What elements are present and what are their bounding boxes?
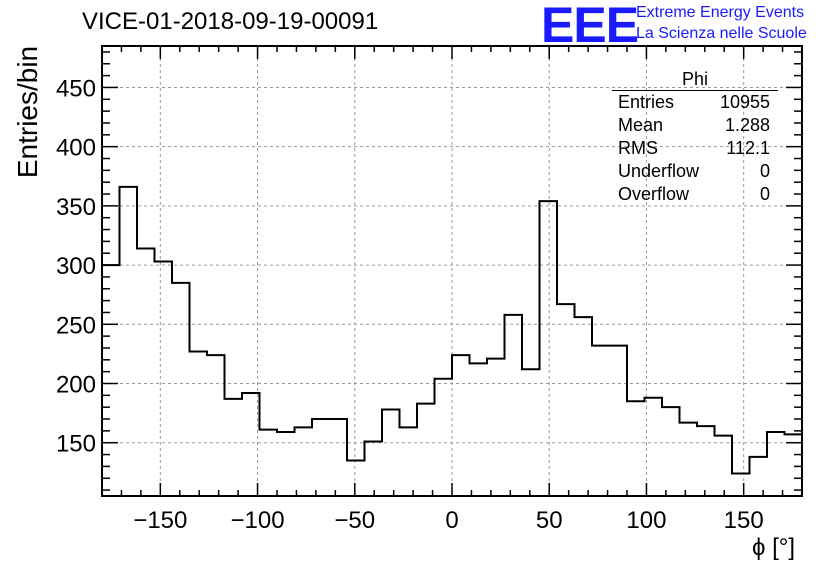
stats-value: 0 bbox=[759, 184, 770, 204]
histogram-bin bbox=[382, 410, 400, 496]
stats-key: Entries bbox=[618, 92, 675, 112]
histogram-outline bbox=[101, 185, 803, 496]
stats-row-underflow: Underflow 0 bbox=[612, 160, 778, 183]
histogram-bin bbox=[137, 249, 155, 497]
histogram-bin bbox=[312, 419, 330, 496]
histogram-bin bbox=[347, 460, 365, 496]
histogram-bin bbox=[225, 399, 243, 496]
stats-key: Mean bbox=[618, 115, 664, 135]
eee-logo: EEE bbox=[541, 0, 639, 53]
stats-value: 10955 bbox=[719, 92, 770, 112]
y-tick-label: 250 bbox=[56, 312, 96, 339]
x-tick-label: 50 bbox=[536, 507, 563, 534]
histogram-bin bbox=[522, 369, 540, 496]
histogram-bin bbox=[417, 404, 435, 496]
x-tick-label: −50 bbox=[334, 507, 375, 534]
y-tick-label: 150 bbox=[56, 431, 96, 458]
y-axis-label: Entries/bin bbox=[12, 45, 43, 179]
histogram-bin bbox=[155, 262, 173, 496]
histogram-bin bbox=[575, 317, 593, 496]
stats-title: Phi bbox=[681, 69, 708, 89]
histogram-bin bbox=[277, 432, 295, 496]
chart-title: VICE-01-2018-09-19-00091 bbox=[82, 8, 379, 35]
histogram-bin bbox=[627, 401, 645, 496]
histogram-bin bbox=[470, 363, 488, 496]
histogram-bin bbox=[540, 201, 558, 496]
histogram-bin bbox=[330, 419, 348, 496]
x-tick-label: −150 bbox=[133, 507, 187, 534]
y-tick-label: 350 bbox=[56, 194, 96, 221]
histogram-bin bbox=[120, 187, 138, 496]
histogram-bin bbox=[557, 304, 575, 496]
y-tick-label: 400 bbox=[56, 135, 96, 162]
stats-value: 1.288 bbox=[724, 115, 770, 135]
histogram-bin bbox=[645, 398, 663, 496]
stats-key: Underflow bbox=[618, 161, 700, 181]
y-tick-label: 450 bbox=[56, 75, 96, 102]
x-tick-label: 100 bbox=[626, 507, 666, 534]
y-tick-label: 300 bbox=[56, 253, 96, 280]
stats-value: 0 bbox=[759, 161, 770, 181]
stats-row-entries: Entries 10955 bbox=[612, 91, 778, 114]
histogram-bin bbox=[260, 430, 278, 496]
histogram-bin bbox=[592, 346, 610, 496]
histogram-bin bbox=[767, 432, 785, 496]
histogram-bin bbox=[697, 426, 715, 496]
histogram-bin bbox=[365, 442, 383, 496]
stats-key: RMS bbox=[618, 138, 658, 158]
histogram-bin bbox=[732, 474, 750, 497]
histogram-bin bbox=[662, 407, 680, 496]
stats-row-mean: Mean 1.288 bbox=[612, 114, 778, 137]
stats-key: Overflow bbox=[618, 184, 690, 204]
histogram-bin bbox=[610, 346, 628, 496]
histogram-bin bbox=[295, 427, 313, 496]
histogram-bin bbox=[435, 379, 453, 496]
histogram-bin bbox=[785, 434, 803, 496]
histogram-bin bbox=[207, 355, 225, 496]
histogram-bin bbox=[102, 265, 120, 496]
x-tick-label: 0 bbox=[445, 507, 458, 534]
stats-value: 112.1 bbox=[726, 138, 770, 158]
y-tick-label: 200 bbox=[56, 372, 96, 399]
x-tick-label: −100 bbox=[231, 507, 285, 534]
histogram-bin bbox=[680, 423, 698, 496]
stats-row-overflow: Overflow 0 bbox=[612, 183, 778, 206]
histogram-bin bbox=[190, 352, 208, 496]
logo-line-2: La Scienza nelle Scuole bbox=[636, 25, 807, 42]
x-axis-label: ϕ [°] bbox=[752, 534, 796, 561]
stats-box: Phi Entries 10955 Mean 1.288 RMS 112.1 U… bbox=[612, 70, 778, 206]
histogram-bin bbox=[715, 436, 733, 496]
stats-divider bbox=[612, 90, 778, 91]
histogram-bin bbox=[452, 355, 470, 496]
histogram-bin bbox=[172, 283, 190, 496]
histogram-bin bbox=[750, 457, 768, 496]
stats-row-rms: RMS 112.1 bbox=[612, 137, 778, 160]
histogram-bin bbox=[242, 393, 260, 496]
histogram-bin bbox=[400, 427, 418, 496]
histogram-bin bbox=[505, 315, 523, 496]
histogram-bin bbox=[487, 359, 505, 496]
logo-line-1: Extreme Energy Events bbox=[636, 4, 805, 21]
x-tick-label: 150 bbox=[724, 507, 764, 534]
